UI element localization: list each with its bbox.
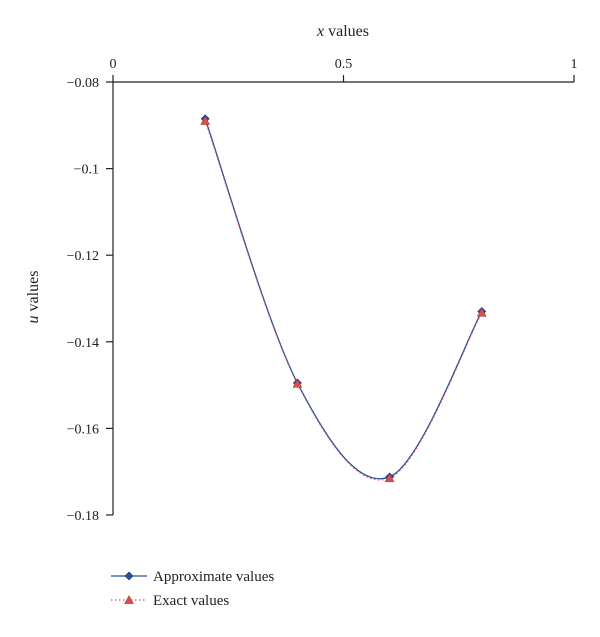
series-1 <box>200 114 487 482</box>
series-2 <box>200 115 487 483</box>
series-line <box>204 118 483 480</box>
legend-label: Exact values <box>153 593 229 609</box>
y-tick-label: −0.12 <box>67 249 99 264</box>
data-point <box>476 307 487 317</box>
y-tick-label: −0.14 <box>67 336 99 351</box>
y-tick-label: −0.08 <box>67 76 99 91</box>
x-axis-title: x values <box>316 23 369 40</box>
legend-marker <box>124 594 134 604</box>
axes <box>112 81 574 515</box>
legend-marker <box>124 571 134 581</box>
y-ticks: −0.08 −0.1 −0.12 −0.14 −0.16 −0.18 <box>67 76 113 524</box>
x-ticks: 0 0.5 1 <box>110 57 578 82</box>
y-tick-label: −0.16 <box>67 422 99 437</box>
series-line <box>204 120 483 481</box>
data-point <box>200 115 211 125</box>
legend-item: Approximate values <box>111 569 274 585</box>
legend-label: Approximate values <box>153 569 274 585</box>
legend: Approximate values Exact values <box>111 569 274 609</box>
data-point <box>384 473 395 483</box>
y-tick-label: −0.18 <box>67 509 99 524</box>
x-tick-label: 1 <box>571 57 578 72</box>
y-tick-label: −0.1 <box>74 163 99 178</box>
data-point <box>292 378 303 388</box>
series-layer <box>200 114 487 483</box>
x-tick-label: 0 <box>110 57 117 72</box>
y-axis-title: u values <box>25 271 42 324</box>
legend-item: Exact values <box>111 593 229 609</box>
x-tick-label: 0.5 <box>335 57 353 72</box>
